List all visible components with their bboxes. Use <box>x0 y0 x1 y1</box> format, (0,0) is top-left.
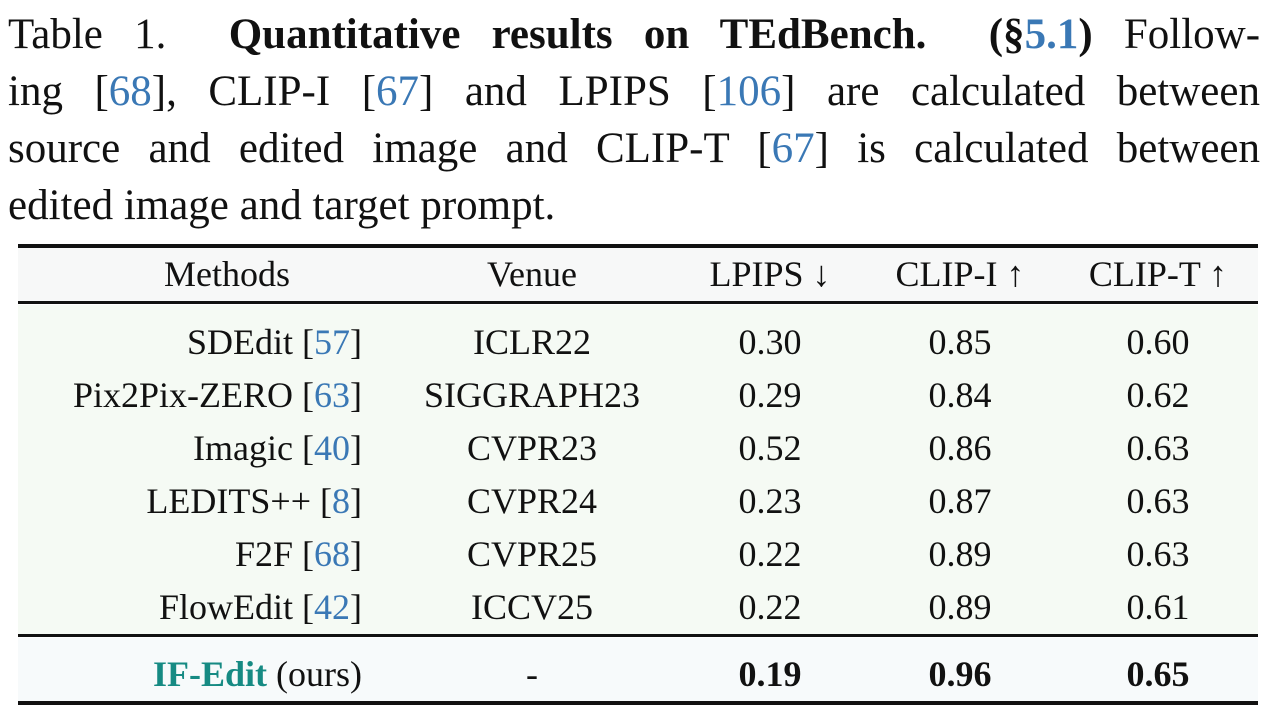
ours-background <box>18 638 1258 702</box>
caption-line: ing [68], CLIP-I [67] and LPIPS [106] ar… <box>8 63 1260 120</box>
citation-link[interactable]: 8 <box>332 480 350 521</box>
method-name: LEDITS++ <box>146 480 311 521</box>
venue-cell: CVPR25 <box>466 533 598 574</box>
lpips-cell: 0.29 <box>738 374 802 415</box>
header-background <box>18 248 1258 302</box>
citation-link[interactable]: 68 <box>108 68 152 115</box>
method-name: SDEdit <box>186 321 293 362</box>
header-venue: Venue <box>487 253 577 294</box>
method-cell: LEDITS++ [8] <box>146 480 362 521</box>
section-link[interactable]: 5.1 <box>1024 11 1079 58</box>
citation-link[interactable]: 67 <box>376 68 420 115</box>
caption-text: Follow- <box>1123 11 1261 58</box>
lpips-cell: 0.22 <box>738 533 802 574</box>
bottom-rule <box>18 701 1258 705</box>
clip-i-cell: 0.86 <box>928 427 992 468</box>
header-clip-i: CLIP-I ↑ <box>895 253 1025 294</box>
method-cell: Pix2Pix-ZERO [63] <box>72 374 362 415</box>
method-cell: Imagic [40] <box>193 427 362 468</box>
citation-link[interactable]: 63 <box>314 374 350 415</box>
caption-line: source and edited image and CLIP-T [67] … <box>8 120 1260 177</box>
clip-t-cell: 0.63 <box>1126 533 1190 574</box>
venue-cell: SIGGRAPH23 <box>423 374 641 415</box>
citation-link[interactable]: 40 <box>314 427 350 468</box>
citation-link[interactable]: 68 <box>314 533 350 574</box>
venue-cell: - <box>526 653 538 694</box>
header-rule <box>18 301 1258 304</box>
caption-line: Table 1. Quantitative results on TEdBenc… <box>8 6 1260 63</box>
citation-link[interactable]: 42 <box>314 586 350 627</box>
venue-cell: CVPR23 <box>466 427 598 468</box>
caption-text: ] are calculated between <box>781 68 1260 115</box>
caption-text: ] and LPIPS [ <box>419 68 717 115</box>
venue-cell: ICLR22 <box>472 321 592 362</box>
ours-method-name: IF-Edit <box>153 653 268 694</box>
ours-rule <box>18 634 1258 637</box>
caption-text: ing [ <box>8 68 109 115</box>
clip-i-cell: 0.96 <box>928 653 992 694</box>
table-row: LEDITS++ [8] CVPR24 0.23 0.87 0.63 <box>18 474 1258 527</box>
caption-title: Quantitative results on TEdBench. <box>228 11 927 58</box>
table-caption: Table 1. Quantitative results on TEdBenc… <box>8 6 1260 234</box>
caption-text: ] is calculated between <box>814 125 1260 172</box>
top-rule <box>18 244 1258 248</box>
header-clip-t: CLIP-T ↑ <box>1088 253 1228 294</box>
clip-t-cell: 0.60 <box>1126 321 1190 362</box>
method-cell: SDEdit [57] <box>186 321 362 362</box>
table-row: SDEdit [57] ICLR22 0.30 0.85 0.60 <box>18 315 1258 368</box>
method-cell: F2F [68] <box>234 533 362 574</box>
clip-i-cell: 0.85 <box>928 321 992 362</box>
lpips-cell: 0.22 <box>738 586 802 627</box>
ours-suffix: (ours) <box>276 653 362 694</box>
venue-cell: CVPR24 <box>466 480 598 521</box>
clip-t-cell: 0.65 <box>1126 653 1190 694</box>
table-row-ours: IF-Edit (ours) - 0.19 0.96 0.65 <box>18 647 1258 700</box>
method-name: Pix2Pix-ZERO <box>72 374 293 415</box>
caption-line: edited image and target prompt. <box>8 177 1260 234</box>
citation-link[interactable]: 106 <box>716 68 782 115</box>
method-name: Imagic <box>193 427 293 468</box>
header-lpips: LPIPS ↓ <box>709 253 831 294</box>
clip-i-cell: 0.89 <box>928 533 992 574</box>
lpips-cell: 0.19 <box>738 653 802 694</box>
method-name: FlowEdit <box>158 586 293 627</box>
lpips-cell: 0.30 <box>738 321 802 362</box>
clip-t-cell: 0.61 <box>1126 586 1190 627</box>
table-row: Pix2Pix-ZERO [63] SIGGRAPH23 0.29 0.84 0… <box>18 368 1258 421</box>
lpips-cell: 0.52 <box>738 427 802 468</box>
table-row: F2F [68] CVPR25 0.22 0.89 0.63 <box>18 527 1258 580</box>
caption-text: edited image and target prompt. <box>8 182 556 229</box>
clip-t-cell: 0.63 <box>1126 480 1190 521</box>
clip-i-cell: 0.87 <box>928 480 992 521</box>
caption-text: source and edited image and CLIP-T [ <box>8 125 772 172</box>
clip-i-cell: 0.89 <box>928 586 992 627</box>
table-row: Imagic [40] CVPR23 0.52 0.86 0.63 <box>18 421 1258 474</box>
body-background <box>18 305 1258 635</box>
caption-text: ], CLIP-I [ <box>151 68 377 115</box>
venue-cell: ICCV25 <box>470 586 594 627</box>
lpips-cell: 0.23 <box>738 480 802 521</box>
header-methods: Methods <box>164 253 290 294</box>
citation-link[interactable]: 57 <box>314 321 350 362</box>
method-cell: FlowEdit [42] <box>158 586 362 627</box>
section-open: (§ <box>988 11 1025 58</box>
table-header: Methods Venue LPIPS ↓ CLIP-I ↑ CLIP-T ↑ <box>18 247 1258 300</box>
section-close: ) <box>1078 11 1093 58</box>
clip-i-cell: 0.84 <box>928 374 992 415</box>
table-row: FlowEdit [42] ICCV25 0.22 0.89 0.61 <box>18 580 1258 633</box>
clip-t-cell: 0.62 <box>1126 374 1190 415</box>
citation-link[interactable]: 67 <box>771 125 815 172</box>
caption-label: Table 1. <box>8 11 167 58</box>
method-name: F2F <box>234 533 293 574</box>
clip-t-cell: 0.63 <box>1126 427 1190 468</box>
